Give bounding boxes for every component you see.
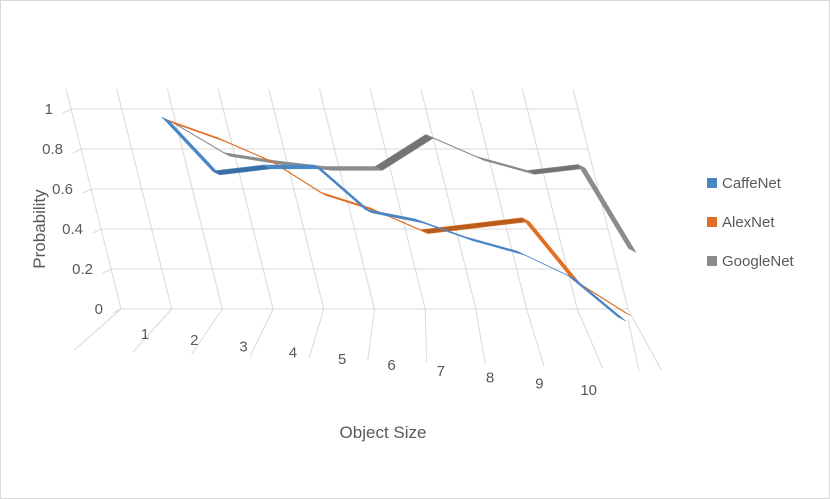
back-wall-divider [369, 88, 426, 310]
series-ribbon-caffenet [161, 116, 626, 322]
series-segment [526, 164, 586, 175]
x-tick-label: 2 [190, 332, 198, 349]
series-segment [471, 217, 530, 228]
floor-divider [424, 308, 428, 363]
side-wall-tick [82, 188, 92, 194]
back-wall-divider [471, 88, 528, 310]
floor-divider [249, 308, 274, 357]
floor-divider [526, 308, 545, 367]
chart-series [161, 116, 637, 322]
series-segment [567, 274, 626, 322]
legend-label: CaffeNet [722, 175, 782, 192]
y-tick-label: 0.8 [42, 141, 63, 158]
x-tick-label: 1 [141, 326, 149, 343]
back-wall-divider [319, 88, 375, 310]
y-tick-label: 1 [45, 101, 53, 118]
x-tick-label: 5 [338, 351, 346, 368]
series-ribbon-googlenet [172, 122, 637, 253]
legend-label: GoogleNet [722, 253, 795, 270]
y-tick-label: 0 [95, 301, 103, 318]
series-segment [374, 134, 434, 171]
series-segment [476, 156, 535, 175]
floor-right-edge [627, 318, 640, 372]
back-wall-divider [268, 88, 325, 310]
side-wall-tick [92, 228, 102, 234]
floor-divider [475, 308, 486, 365]
back-wall-divider [65, 88, 122, 310]
x-tick-label: 9 [535, 376, 543, 393]
x-tick-label: 7 [437, 363, 445, 380]
floor-divider [627, 308, 662, 371]
floor-divider [132, 308, 173, 353]
y-tick-label: 0.6 [52, 181, 73, 198]
series-segment [521, 217, 581, 284]
legend-swatch [707, 217, 717, 227]
chart-walls [62, 88, 662, 372]
legend-swatch [707, 256, 717, 266]
chart-labels: 0 0.2 0.4 0.6 0.8 1 1 2 3 4 5 6 7 8 9 10 [42, 101, 597, 399]
back-wall-divider [116, 88, 173, 310]
floor-divider [308, 308, 325, 359]
series-segment [263, 164, 322, 170]
x-tick-label: 10 [580, 382, 597, 399]
back-wall-divider [217, 88, 274, 310]
x-tick-label: 6 [387, 357, 395, 374]
back-wall-divider [420, 88, 477, 310]
series-segment [212, 164, 271, 176]
series-segment [324, 166, 383, 171]
floor-divider [576, 308, 604, 369]
series-segment [161, 116, 221, 176]
series-segment [364, 208, 424, 224]
back-wall-divider [166, 88, 223, 310]
x-tick-label: 8 [486, 369, 494, 386]
series-segment [425, 134, 485, 161]
side-wall-tick [62, 108, 72, 114]
x-tick-label: 3 [239, 338, 247, 355]
series-segment [577, 164, 637, 253]
x-tick-label: 4 [289, 345, 297, 362]
floor-divider [73, 308, 122, 351]
y-axis-title: Probability [30, 189, 49, 269]
floor-divider [191, 308, 223, 355]
floor-divider [367, 308, 375, 361]
series-segment [465, 236, 525, 256]
y-tick-label: 0.2 [72, 261, 93, 278]
x-axis-title: Object Size [340, 423, 427, 442]
side-wall-tick [72, 148, 82, 154]
legend-label: AlexNet [722, 214, 775, 231]
chart-legend: CaffeNet AlexNet GoogleNet [707, 175, 795, 270]
side-wall-tick [102, 268, 112, 274]
series-segment [217, 137, 277, 164]
y-tick-label: 0.4 [62, 221, 83, 238]
legend-swatch [707, 178, 717, 188]
